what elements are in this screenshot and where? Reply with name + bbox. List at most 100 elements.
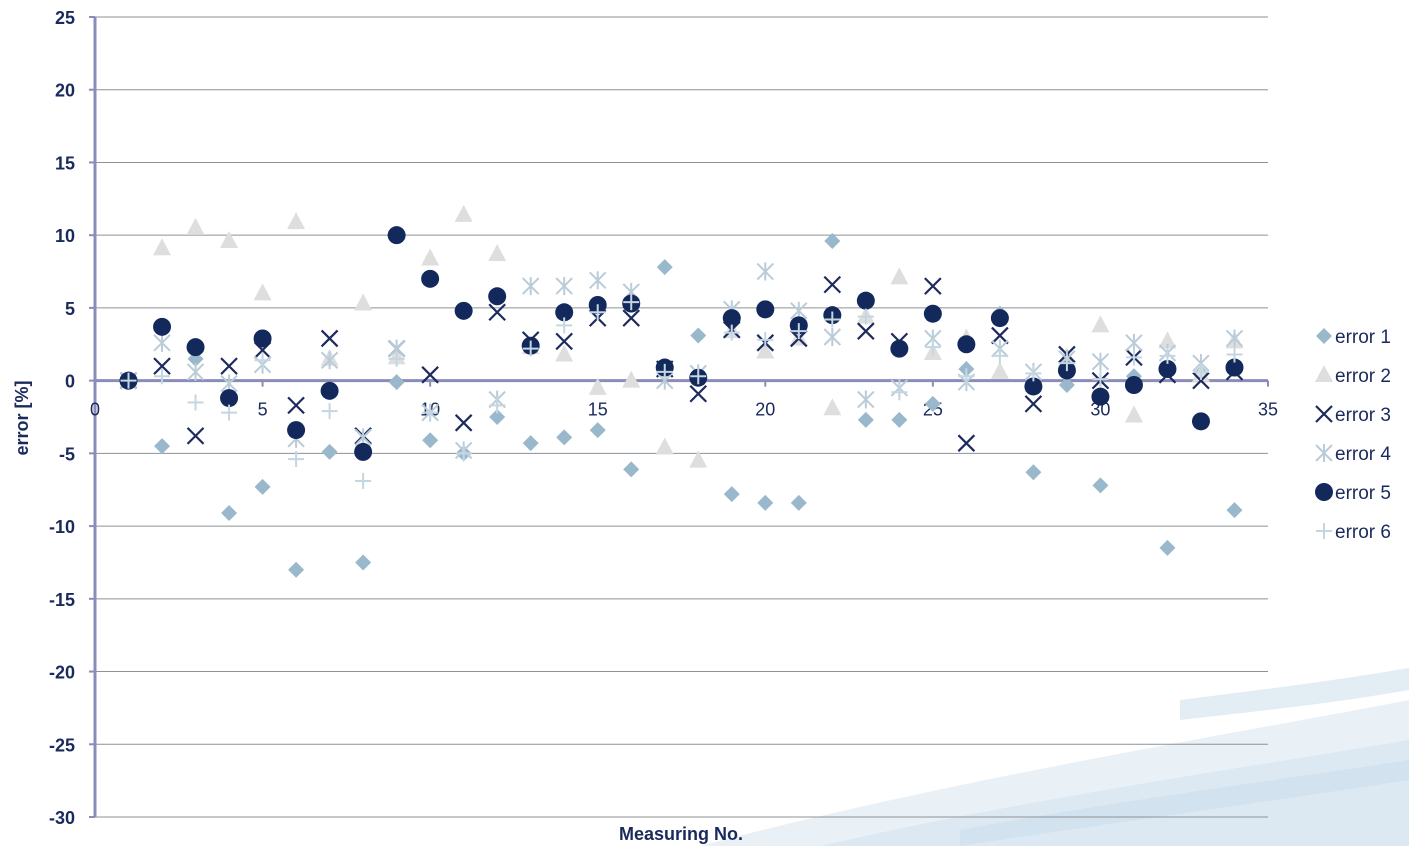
data-point: [220, 231, 239, 248]
data-point: [623, 461, 640, 478]
data-point: [655, 437, 674, 455]
data-point: [321, 443, 338, 460]
data-point: [856, 291, 875, 310]
data-point: [857, 308, 874, 325]
data-point: [187, 394, 204, 411]
data-point: [421, 269, 440, 288]
data-point: [355, 554, 372, 571]
y-tick-label: -5: [59, 444, 75, 464]
data-point: [1025, 365, 1042, 382]
data-point: [454, 204, 473, 222]
data-point: [221, 505, 238, 521]
data-point: [957, 335, 976, 354]
data-point: [1158, 360, 1177, 378]
data-point: [489, 397, 506, 414]
data-point: [387, 226, 406, 245]
data-point: [455, 445, 472, 462]
data-point: [689, 384, 708, 403]
data-point: [153, 357, 171, 375]
legend-label: error 3: [1335, 405, 1391, 426]
legend-entry-6: error 6: [1316, 522, 1391, 543]
legend: error 1 error 2 error 3 error 4 error 5 error…: [1315, 327, 1391, 543]
data-point: [1125, 333, 1143, 352]
data-point: [421, 366, 439, 384]
y-tick-label: -25: [49, 735, 75, 755]
legend-entry-2: error 2: [1315, 365, 1391, 387]
data-point: [522, 340, 539, 357]
data-point: [656, 259, 673, 276]
y-tick-label: 10: [55, 226, 75, 246]
data-point: [288, 451, 305, 468]
data-point: [1025, 464, 1042, 481]
y-tick-label: -20: [49, 663, 75, 683]
data-point: [1091, 352, 1110, 371]
data-point: [891, 384, 908, 401]
data-point: [556, 429, 573, 446]
legend-marker: [1316, 523, 1332, 539]
data-point: [722, 309, 741, 328]
legend-label: error 6: [1335, 522, 1391, 543]
legend-entry-3: error 3: [1315, 405, 1391, 426]
data-point: [824, 311, 841, 328]
data-point: [1024, 377, 1043, 396]
data-point: [220, 357, 238, 375]
legend-label: error 5: [1335, 483, 1391, 504]
data-point: [623, 294, 640, 311]
data-point: [756, 300, 775, 319]
legend-marker: [1315, 405, 1333, 423]
series-6: [120, 294, 1243, 489]
data-point: [454, 301, 473, 320]
data-point: [320, 381, 339, 400]
data-point: [287, 396, 305, 415]
data-point: [756, 341, 775, 359]
y-tick-label: -10: [49, 517, 75, 537]
y-tick-label: 5: [65, 299, 75, 319]
y-axis-tick-labels: 25 20 15 10 5 0 -5 -10 -15 -20 -25 -30: [49, 8, 75, 828]
data-point: [790, 494, 807, 511]
data-point: [186, 427, 205, 445]
data-point: [958, 368, 975, 385]
data-point: [153, 238, 172, 256]
data-point: [589, 304, 606, 321]
data-point: [1092, 371, 1109, 388]
x-tick-label: 0: [90, 400, 100, 420]
y-tick-label: 15: [55, 153, 75, 173]
data-point: [1159, 539, 1176, 556]
data-point: [957, 434, 976, 452]
data-point: [924, 277, 942, 295]
data-point: [690, 327, 707, 344]
data-point: [220, 389, 239, 408]
data-point: [287, 212, 306, 230]
legend-marker: [1316, 328, 1332, 344]
data-point: [589, 422, 606, 439]
data-point: [1058, 377, 1075, 393]
data-point: [1226, 502, 1243, 519]
data-point: [823, 275, 842, 294]
legend-entry-4: error 4: [1315, 444, 1391, 465]
data-point: [186, 362, 205, 381]
y-tick-label: -30: [49, 808, 75, 828]
y-tick-label: 0: [65, 372, 75, 392]
data-point: [354, 293, 373, 311]
data-point: [154, 368, 171, 385]
data-point: [1091, 387, 1110, 406]
data-point: [990, 309, 1009, 328]
x-tick-label: 15: [588, 400, 608, 420]
data-point: [1092, 477, 1109, 494]
data-point: [355, 473, 372, 489]
data-point: [354, 442, 373, 461]
data-point: [723, 486, 740, 503]
data-point: [823, 398, 842, 416]
data-point: [186, 338, 205, 357]
data-point: [186, 217, 205, 235]
data-point: [388, 374, 405, 391]
data-point: [489, 409, 506, 425]
data-point: [287, 421, 306, 440]
legend-label: error 1: [1335, 327, 1391, 348]
data-point: [690, 368, 707, 385]
data-point: [521, 277, 540, 296]
data-point: [422, 404, 439, 421]
data-point: [857, 322, 875, 340]
data-point: [990, 361, 1009, 379]
data-point: [1024, 395, 1043, 413]
